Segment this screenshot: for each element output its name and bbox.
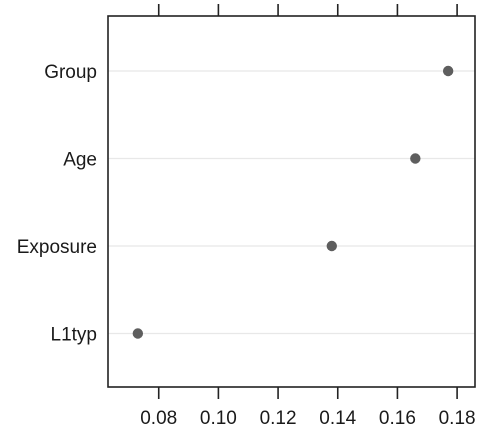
- plot-frame: [107, 15, 476, 388]
- labels: Group Age Exposure L1typ 0.08 0.10 0.12 0.14 0.1…: [17, 62, 476, 429]
- x-tick-label: 0.10: [200, 408, 237, 429]
- x-tick-label: 0.08: [140, 408, 177, 429]
- x-tick-label: 0.18: [439, 408, 476, 429]
- x-tick-label: 0.12: [260, 408, 297, 429]
- x-tick-label: 0.16: [379, 408, 416, 429]
- ticks: [157, 4, 458, 399]
- x-tick-label: 0.14: [319, 408, 356, 429]
- data-point-l1typ: [132, 328, 144, 339]
- gridlines: [108, 70, 475, 335]
- data-point-age: [410, 153, 421, 164]
- data-point-group: [442, 65, 454, 77]
- category-label-group: Group: [44, 62, 97, 83]
- category-label-l1typ: L1typ: [51, 325, 97, 346]
- data-points: [132, 65, 454, 339]
- category-label-age: Age: [63, 150, 97, 171]
- data-point-exposure: [326, 240, 337, 252]
- category-label-exposure: Exposure: [17, 237, 97, 258]
